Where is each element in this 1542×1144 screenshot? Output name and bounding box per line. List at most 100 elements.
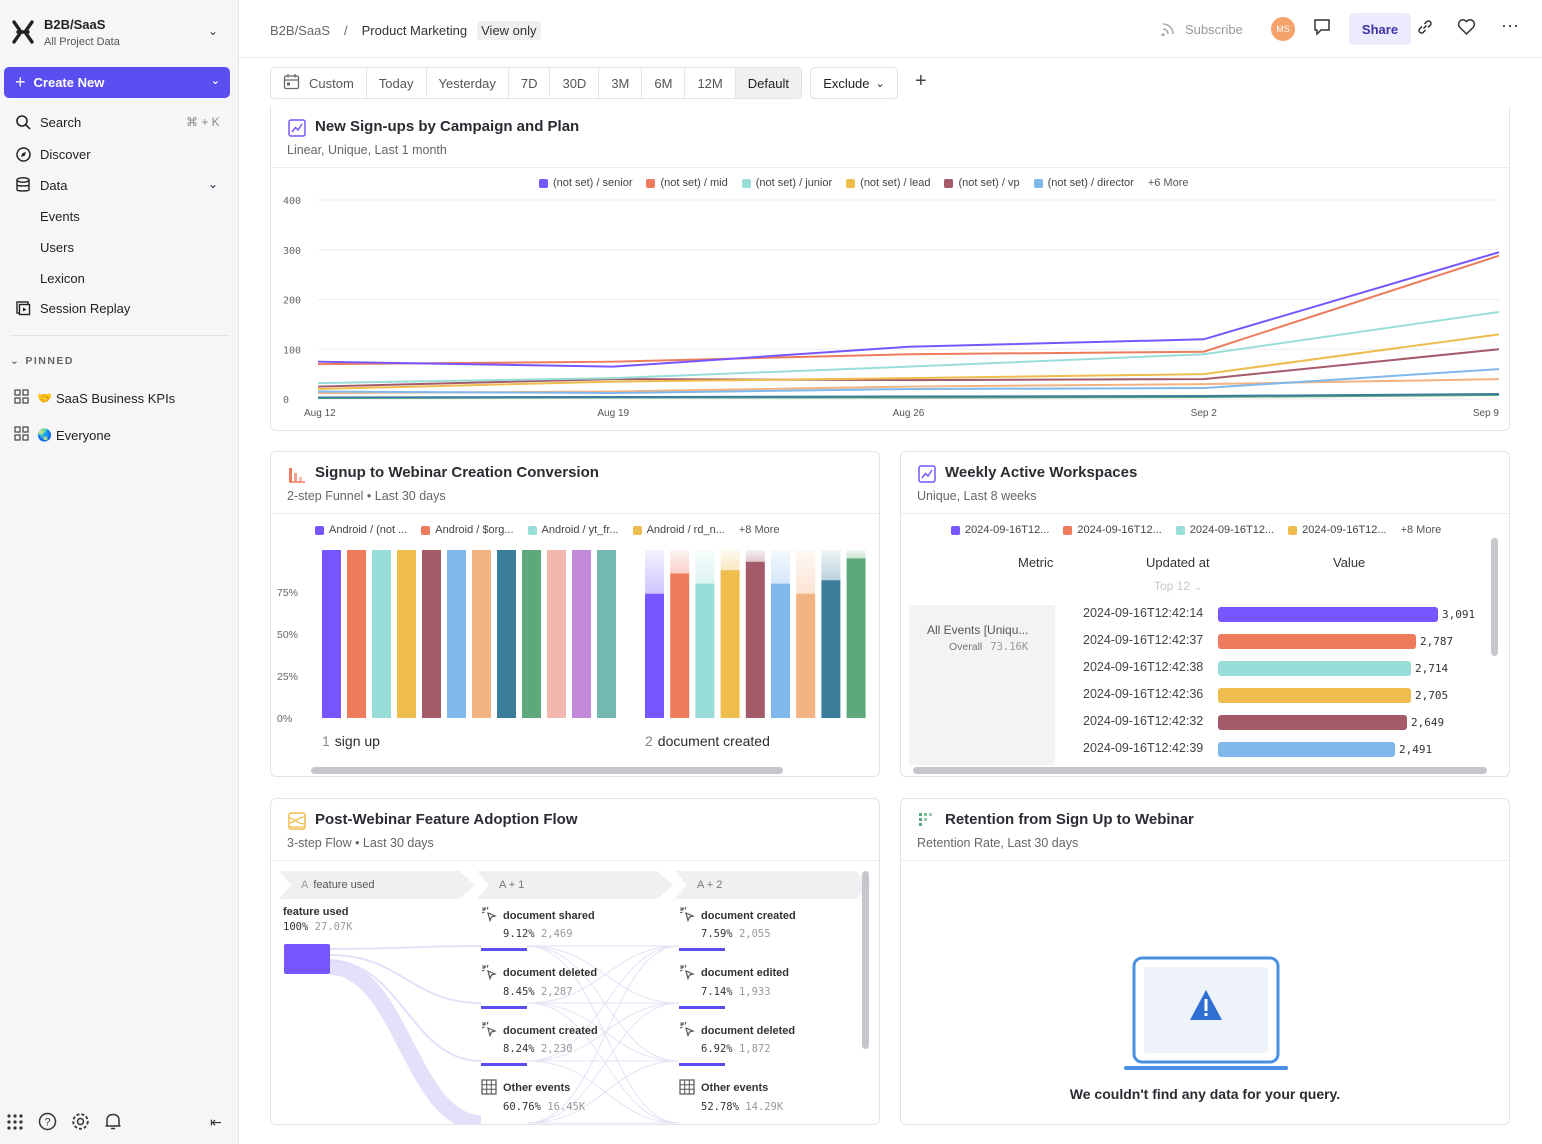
link-icon[interactable] <box>1416 18 1434 41</box>
date-yesterday[interactable]: Yesterday <box>427 68 509 98</box>
value-bar[interactable] <box>1218 742 1395 757</box>
flow-node-bar[interactable] <box>679 1063 725 1066</box>
value-bar[interactable] <box>1218 634 1416 649</box>
app-logo[interactable] <box>12 20 34 44</box>
date-6m[interactable]: 6M <box>642 68 686 98</box>
legend-more[interactable]: +8 More <box>738 524 780 536</box>
date-30d[interactable]: 30D <box>550 68 600 98</box>
flow-node[interactable]: document deleted 8.45% 2,287 <box>481 964 597 1009</box>
legend-item[interactable]: 2024-09-16T12... <box>951 524 1049 536</box>
apps-grid-icon[interactable] <box>6 1113 24 1136</box>
flow-node-bar[interactable] <box>679 948 725 951</box>
row-updated-at[interactable]: 2024-09-16T12:42:32 <box>1083 714 1204 728</box>
flow-node[interactable]: Other events 52.78% 14.29K <box>679 1078 783 1125</box>
legend-item[interactable]: 2024-09-16T12... <box>1063 524 1162 536</box>
row-updated-at[interactable]: 2024-09-16T12:42:38 <box>1083 660 1204 674</box>
date-default[interactable]: Default <box>735 68 801 98</box>
value-bar[interactable] <box>1218 607 1438 622</box>
chevron-down-icon[interactable]: ⌄ <box>208 177 219 191</box>
pinned-item-everyone[interactable]: 🌏 Everyone <box>14 426 111 444</box>
flow-node[interactable]: document created 7.59% 2,055 <box>679 906 796 951</box>
row-updated-at[interactable]: 2024-09-16T12:42:14 <box>1083 606 1204 620</box>
card-title[interactable]: Signup to Webinar Creation Conversion <box>315 464 599 481</box>
card-title[interactable]: Weekly Active Workspaces <box>945 464 1138 481</box>
flow-node-bar[interactable] <box>284 944 330 974</box>
legend-item[interactable]: Android / $org... <box>421 524 514 536</box>
nav-users[interactable]: Users <box>40 240 74 255</box>
row-updated-at[interactable]: 2024-09-16T12:42:37 <box>1083 633 1204 647</box>
flow-node-bar[interactable] <box>679 1005 725 1009</box>
create-new-button[interactable]: + Create New ⌄ <box>4 67 230 98</box>
more-icon[interactable]: ··· <box>1501 15 1519 35</box>
legend-item[interactable]: Android / (not ... <box>315 524 407 536</box>
legend-more[interactable]: +6 More <box>1147 177 1189 189</box>
vertical-scrollbar[interactable] <box>862 871 869 1049</box>
add-filter-button[interactable]: + <box>915 70 927 92</box>
date-12m[interactable]: 12M <box>685 68 736 98</box>
card-title[interactable]: New Sign-ups by Campaign and Plan <box>315 118 580 135</box>
collapse-sidebar-icon[interactable]: ⇤ <box>210 1114 222 1130</box>
comment-icon[interactable] <box>1313 18 1331 41</box>
breadcrumb-current[interactable]: Product Marketing <box>361 23 468 38</box>
workspace-name[interactable]: B2B/SaaS <box>44 17 106 32</box>
breadcrumb-root[interactable]: B2B/SaaS <box>270 23 330 38</box>
legend-item[interactable]: (not set) / lead <box>846 177 930 189</box>
flow-node[interactable]: document edited 7.14% 1,933 <box>679 964 789 1009</box>
nav-data[interactable]: Data <box>14 174 67 196</box>
legend-item[interactable]: (not set) / director <box>1033 177 1134 189</box>
date-today[interactable]: Today <box>367 68 427 98</box>
flow-node-bar[interactable] <box>481 1063 527 1066</box>
flow-node-bar[interactable] <box>481 1005 527 1009</box>
date-7d[interactable]: 7D <box>509 68 551 98</box>
flow-column-header-c[interactable]: A + 2 <box>675 871 871 899</box>
flow-node[interactable]: document shared 9.12% 2,469 <box>481 906 595 951</box>
exclude-dropdown[interactable]: Exclude ⌄ <box>810 67 898 99</box>
flow-node[interactable]: document created 8.24% 2,230 <box>481 1021 598 1066</box>
chevron-down-icon[interactable]: ⌄ <box>208 24 219 38</box>
subscribe-button[interactable]: Subscribe <box>1161 20 1243 39</box>
pinned-item-saas-kpis[interactable]: 🤝 SaaS Business KPIs <box>14 389 175 407</box>
top-filter-dropdown[interactable]: Top 12 ⌄ <box>1154 579 1202 593</box>
vertical-scrollbar[interactable] <box>1491 538 1498 656</box>
flow-node-root[interactable]: feature used 100% 27.07K <box>283 906 353 933</box>
legend-item[interactable]: (not set) / junior <box>741 177 832 189</box>
date-custom[interactable]: Custom <box>271 68 367 98</box>
legend-item[interactable]: 2024-09-16T12... <box>1175 524 1274 536</box>
legend-item[interactable]: (not set) / senior <box>539 177 632 189</box>
funnel-step-1[interactable]: 1 sign up <box>322 733 380 749</box>
row-updated-at[interactable]: 2024-09-16T12:42:36 <box>1083 687 1204 701</box>
column-header-metric[interactable]: Metric <box>1018 555 1054 570</box>
help-icon[interactable]: ? <box>38 1112 57 1136</box>
legend-item[interactable]: 2024-09-16T12... <box>1288 524 1387 536</box>
flow-node-bar[interactable] <box>481 948 527 951</box>
heart-icon[interactable] <box>1457 18 1476 41</box>
gear-icon[interactable] <box>71 1112 90 1136</box>
date-3m[interactable]: 3M <box>599 68 643 98</box>
nav-lexicon[interactable]: Lexicon <box>40 271 85 286</box>
bell-icon[interactable] <box>104 1112 122 1136</box>
row-updated-at[interactable]: 2024-09-16T12:42:39 <box>1083 741 1204 755</box>
column-header-updated[interactable]: Updated at <box>1146 555 1210 570</box>
legend-item[interactable]: Android / rd_n... <box>632 524 725 536</box>
funnel-step-2[interactable]: 2 document created <box>645 733 770 749</box>
flow-node-bar[interactable] <box>481 1125 527 1126</box>
value-bar[interactable] <box>1218 661 1411 676</box>
card-title[interactable]: Post-Webinar Feature Adoption Flow <box>315 811 578 828</box>
pinned-header[interactable]: ⌄ PINNED <box>10 355 74 367</box>
metric-name[interactable]: All Events [Uniqu... <box>927 623 1029 637</box>
value-bar[interactable] <box>1218 688 1411 703</box>
avatar[interactable]: MS <box>1271 17 1295 41</box>
card-title[interactable]: Retention from Sign Up to Webinar <box>945 811 1194 828</box>
nav-discover[interactable]: Discover <box>14 143 91 165</box>
flow-node[interactable]: document deleted 6.92% 1,872 <box>679 1021 795 1066</box>
nav-events[interactable]: Events <box>40 209 80 224</box>
flow-node[interactable]: Other events 60.76% 16.45K <box>481 1078 585 1126</box>
column-header-value[interactable]: Value <box>1333 555 1366 570</box>
legend-item[interactable]: (not set) / vp <box>944 177 1020 189</box>
nav-search[interactable]: Search <box>14 111 81 133</box>
horizontal-scrollbar[interactable] <box>311 767 783 774</box>
horizontal-scrollbar[interactable] <box>913 767 1487 774</box>
flow-column-header-b[interactable]: A + 1 <box>477 871 673 899</box>
value-bar[interactable] <box>1218 715 1407 730</box>
nav-session-replay[interactable]: Session Replay <box>14 297 130 319</box>
